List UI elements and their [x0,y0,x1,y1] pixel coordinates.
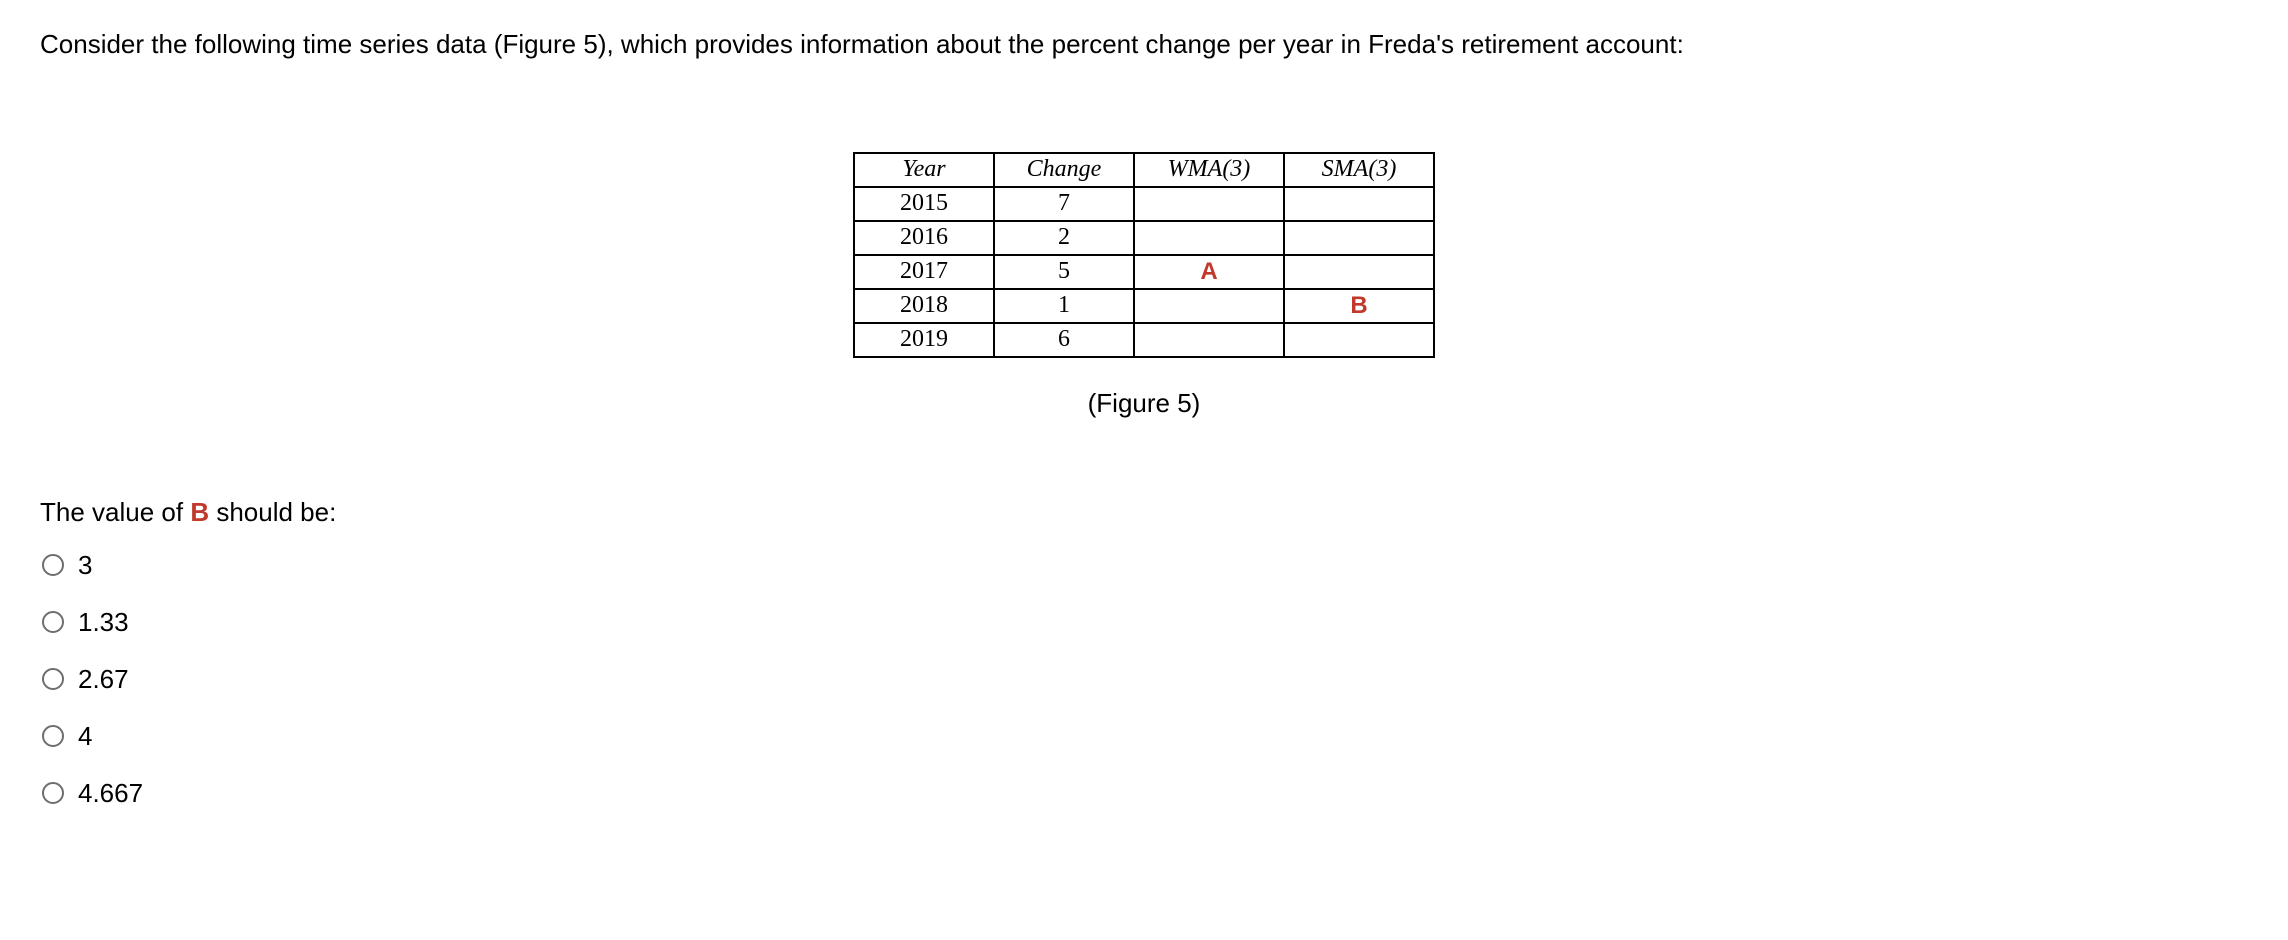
radio-icon[interactable] [42,668,64,690]
option-row[interactable]: 3 [40,550,2248,581]
header-change: Change [994,153,1134,187]
table-row: 2018 1 B [854,289,1434,323]
option-label: 4.667 [78,778,143,809]
question-suffix: should be: [209,497,336,527]
table-row: 2016 2 [854,221,1434,255]
header-sma: SMA(3) [1284,153,1434,187]
cell-sma [1284,221,1434,255]
radio-icon[interactable] [42,554,64,576]
option-label: 3 [78,550,92,581]
cell-sma [1284,187,1434,221]
cell-year: 2015 [854,187,994,221]
cell-change: 6 [994,323,1134,357]
option-label: 2.67 [78,664,129,695]
cell-change: 7 [994,187,1134,221]
option-row[interactable]: 1.33 [40,607,2248,638]
option-row[interactable]: 4 [40,721,2248,752]
table-row: 2015 7 [854,187,1434,221]
cell-change: 1 [994,289,1134,323]
question-text: The value of B should be: [40,497,2248,528]
table-row: 2019 6 [854,323,1434,357]
cell-sma [1284,323,1434,357]
option-row[interactable]: 2.67 [40,664,2248,695]
quiz-page: Consider the following time series data … [0,0,2288,863]
radio-icon[interactable] [42,611,64,633]
cell-wma [1134,221,1284,255]
option-label: 4 [78,721,92,752]
options-list: 3 1.33 2.67 4 4.667 [40,550,2248,809]
radio-icon[interactable] [42,725,64,747]
cell-sma-highlight: B [1284,289,1434,323]
data-table: Year Change WMA(3) SMA(3) 2015 7 2016 2 [853,152,1435,358]
table-wrapper: Year Change WMA(3) SMA(3) 2015 7 2016 2 [40,152,2248,358]
cell-year: 2017 [854,255,994,289]
table-row: 2017 5 A [854,255,1434,289]
header-year: Year [854,153,994,187]
cell-year: 2018 [854,289,994,323]
question-highlight: B [190,497,209,527]
prompt-text: Consider the following time series data … [40,28,2248,62]
cell-wma [1134,289,1284,323]
cell-wma-highlight: A [1134,255,1284,289]
cell-year: 2019 [854,323,994,357]
radio-icon[interactable] [42,782,64,804]
cell-change: 2 [994,221,1134,255]
header-wma: WMA(3) [1134,153,1284,187]
table-header-row: Year Change WMA(3) SMA(3) [854,153,1434,187]
option-label: 1.33 [78,607,129,638]
question-prefix: The value of [40,497,190,527]
option-row[interactable]: 4.667 [40,778,2248,809]
cell-year: 2016 [854,221,994,255]
cell-change: 5 [994,255,1134,289]
cell-sma [1284,255,1434,289]
figure-caption: (Figure 5) [40,388,2248,419]
cell-wma [1134,187,1284,221]
cell-wma [1134,323,1284,357]
